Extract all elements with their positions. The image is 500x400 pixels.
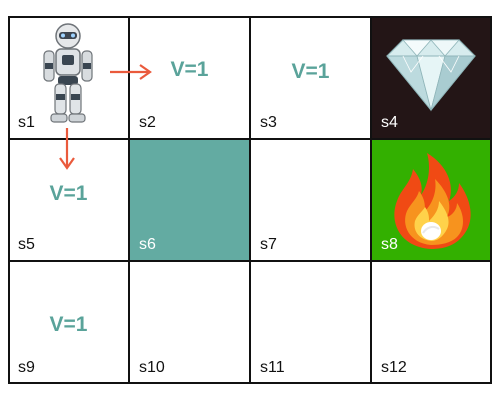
value-text: V=1: [49, 181, 88, 205]
cell-s9: V=1 s9: [8, 261, 129, 384]
cell-label: s5: [18, 236, 35, 254]
value-text: V=1: [170, 58, 209, 81]
gridworld: s1 V=1 s2 V=1 s3 s4 V=1 s5 s6 s7: [8, 16, 492, 384]
cell-label: s4: [381, 113, 398, 131]
cell-s3: V=1 s3: [250, 16, 371, 139]
cell-s5: V=1 s5: [8, 139, 129, 262]
arrow-right-icon: [110, 64, 152, 80]
grid-col-divider: [370, 16, 372, 384]
arrow-down-icon: [59, 128, 75, 170]
fire-icon: [394, 152, 471, 249]
grid-col-divider: [249, 16, 251, 384]
cell-s12: s12: [371, 261, 492, 384]
cell-s8: s8: [371, 138, 492, 262]
cell-s1: s1: [8, 16, 129, 139]
grid-border-right: [490, 16, 492, 384]
cell-label: s9: [18, 358, 35, 376]
cell-label: s8: [381, 236, 398, 254]
cell-s2: V=1 s2: [129, 16, 250, 139]
cell-label: s12: [381, 358, 407, 376]
cell-label: s7: [260, 236, 277, 254]
cell-label: s1: [18, 113, 35, 131]
cell-s4: s4: [371, 16, 492, 139]
cell-s10: s10: [129, 261, 250, 384]
grid-border-left: [8, 16, 10, 384]
cell-label: s2: [139, 113, 156, 131]
cell-label: s10: [139, 358, 165, 376]
value-text: V=1: [49, 313, 88, 337]
diamond-icon: [386, 39, 476, 112]
cell-s7: s7: [250, 139, 371, 262]
cell-label: s3: [260, 113, 277, 131]
cell-label: s6: [139, 236, 156, 254]
cell-label: s11: [260, 358, 285, 376]
grid-col-divider: [128, 16, 130, 384]
value-text: V=1: [291, 60, 330, 83]
cell-s6: s6: [129, 138, 250, 262]
robot-icon: [43, 23, 93, 123]
cell-s11: s11: [250, 261, 371, 384]
